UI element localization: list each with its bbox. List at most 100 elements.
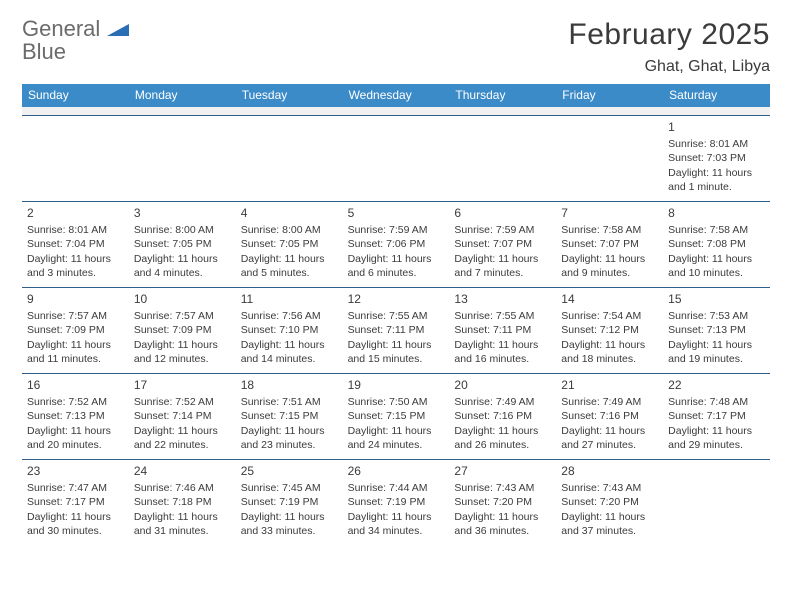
sunrise-text: Sunrise: 7:45 AM [241, 481, 338, 495]
day-number: 15 [668, 291, 765, 307]
daylight2-text: and 22 minutes. [134, 438, 231, 452]
daylight1-text: Daylight: 11 hours [561, 510, 658, 524]
day-cell: 13Sunrise: 7:55 AMSunset: 7:11 PMDayligh… [449, 288, 556, 373]
day-number: 11 [241, 291, 338, 307]
day-cell: 5Sunrise: 7:59 AMSunset: 7:06 PMDaylight… [343, 202, 450, 287]
sunrise-text: Sunrise: 7:54 AM [561, 309, 658, 323]
sunrise-text: Sunrise: 7:55 AM [348, 309, 445, 323]
day-number: 18 [241, 377, 338, 393]
day-number: 8 [668, 205, 765, 221]
weekday-wednesday: Wednesday [343, 84, 450, 107]
daylight1-text: Daylight: 11 hours [668, 424, 765, 438]
brand-logo: General Blue [22, 18, 129, 64]
spacer-row [22, 107, 770, 115]
daylight2-text: and 27 minutes. [561, 438, 658, 452]
daylight2-text: and 29 minutes. [668, 438, 765, 452]
daylight1-text: Daylight: 11 hours [348, 338, 445, 352]
day-cell: 3Sunrise: 8:00 AMSunset: 7:05 PMDaylight… [129, 202, 236, 287]
day-number: 12 [348, 291, 445, 307]
sunrise-text: Sunrise: 8:01 AM [668, 137, 765, 151]
day-cell: 21Sunrise: 7:49 AMSunset: 7:16 PMDayligh… [556, 374, 663, 459]
sunrise-text: Sunrise: 8:00 AM [134, 223, 231, 237]
sunset-text: Sunset: 7:15 PM [348, 409, 445, 423]
daylight1-text: Daylight: 11 hours [668, 338, 765, 352]
daylight1-text: Daylight: 11 hours [561, 338, 658, 352]
daylight1-text: Daylight: 11 hours [241, 252, 338, 266]
daylight2-text: and 9 minutes. [561, 266, 658, 280]
sunrise-text: Sunrise: 7:52 AM [27, 395, 124, 409]
sunset-text: Sunset: 7:14 PM [134, 409, 231, 423]
title-block: February 2025 Ghat, Ghat, Libya [568, 18, 770, 76]
daylight1-text: Daylight: 11 hours [348, 424, 445, 438]
sunrise-text: Sunrise: 7:43 AM [454, 481, 551, 495]
daylight1-text: Daylight: 11 hours [348, 510, 445, 524]
daylight2-text: and 19 minutes. [668, 352, 765, 366]
empty-cell [236, 116, 343, 201]
daylight2-text: and 31 minutes. [134, 524, 231, 538]
sunset-text: Sunset: 7:16 PM [454, 409, 551, 423]
sunset-text: Sunset: 7:13 PM [27, 409, 124, 423]
sunrise-text: Sunrise: 7:43 AM [561, 481, 658, 495]
day-number: 22 [668, 377, 765, 393]
empty-cell [129, 116, 236, 201]
day-cell: 4Sunrise: 8:00 AMSunset: 7:05 PMDaylight… [236, 202, 343, 287]
daylight2-text: and 12 minutes. [134, 352, 231, 366]
daylight1-text: Daylight: 11 hours [454, 424, 551, 438]
daylight2-text: and 15 minutes. [348, 352, 445, 366]
sunset-text: Sunset: 7:18 PM [134, 495, 231, 509]
sunset-text: Sunset: 7:11 PM [348, 323, 445, 337]
top-bar: General Blue February 2025 Ghat, Ghat, L… [22, 18, 770, 76]
sunrise-text: Sunrise: 7:49 AM [561, 395, 658, 409]
day-number: 3 [134, 205, 231, 221]
daylight1-text: Daylight: 11 hours [668, 252, 765, 266]
sunset-text: Sunset: 7:17 PM [668, 409, 765, 423]
sunrise-text: Sunrise: 7:50 AM [348, 395, 445, 409]
sunset-text: Sunset: 7:05 PM [134, 237, 231, 251]
day-cell: 14Sunrise: 7:54 AMSunset: 7:12 PMDayligh… [556, 288, 663, 373]
day-cell: 28 Sunrise: 7:43 AMSunset: 7:20 PMDayligh… [556, 460, 663, 545]
weeks-container: 1Sunrise: 8:01 AMSunset: 7:03 PMDaylight… [22, 115, 770, 545]
empty-cell [22, 116, 129, 201]
week-row: 16 Sunrise: 7:52 AMSunset: 7:13 PM Dayligh… [22, 373, 770, 459]
daylight1-text: Daylight: 11 hours [454, 252, 551, 266]
day-number: 7 [561, 205, 658, 221]
day-number: 17 [134, 377, 231, 393]
week-row: 2Sunrise: 8:01 AMSunset: 7:04 PMDaylight… [22, 201, 770, 287]
sunrise-text: Sunrise: 7:51 AM [241, 395, 338, 409]
day-cell: 11Sunrise: 7:56 AMSunset: 7:10 PMDayligh… [236, 288, 343, 373]
day-number: 28 [561, 463, 658, 479]
day-cell: 2Sunrise: 8:01 AMSunset: 7:04 PMDaylight… [22, 202, 129, 287]
day-cell: 22Sunrise: 7:48 AMSunset: 7:17 PMDayligh… [663, 374, 770, 459]
day-number: 16 [27, 377, 124, 393]
daylight2-text: and 4 minutes. [134, 266, 231, 280]
sunrise-text: Sunrise: 7:59 AM [348, 223, 445, 237]
sunset-text: Sunset: 7:04 PM [27, 237, 124, 251]
daylight2-text: and 34 minutes. [348, 524, 445, 538]
week-row: 23Sunrise: 7:47 AMSunset: 7:17 PMDayligh… [22, 459, 770, 545]
daylight1-text: Daylight: 11 hours [241, 510, 338, 524]
sunset-text: Sunset: 7:10 PM [241, 323, 338, 337]
sunset-text: Sunset: 7:20 PM [561, 495, 658, 509]
daylight1-text: Daylight: 11 hours [134, 510, 231, 524]
day-cell: 27Sunrise: 7:43 AMSunset: 7:20 PMDayligh… [449, 460, 556, 545]
sunset-text: Sunset: 7:17 PM [27, 495, 124, 509]
day-number: 26 [348, 463, 445, 479]
daylight1-text: Daylight: 11 hours [561, 252, 658, 266]
weekday-tuesday: Tuesday [236, 84, 343, 107]
weekday-saturday: Saturday [663, 84, 770, 107]
sunrise-text: Sunrise: 7:47 AM [27, 481, 124, 495]
day-number: 25 [241, 463, 338, 479]
day-cell: 8Sunrise: 7:58 AMSunset: 7:08 PMDaylight… [663, 202, 770, 287]
day-cell: 17Sunrise: 7:52 AMSunset: 7:14 PMDayligh… [129, 374, 236, 459]
sunset-text: Sunset: 7:12 PM [561, 323, 658, 337]
day-cell: 15Sunrise: 7:53 AMSunset: 7:13 PMDayligh… [663, 288, 770, 373]
daylight2-text: and 36 minutes. [454, 524, 551, 538]
day-cell: 19Sunrise: 7:50 AMSunset: 7:15 PMDayligh… [343, 374, 450, 459]
day-number: 27 [454, 463, 551, 479]
empty-cell [449, 116, 556, 201]
sunrise-text: Sunrise: 7:55 AM [454, 309, 551, 323]
day-cell: 1Sunrise: 8:01 AMSunset: 7:03 PMDaylight… [663, 116, 770, 201]
day-cell: 9Sunrise: 7:57 AMSunset: 7:09 PMDaylight… [22, 288, 129, 373]
daylight1-text: Daylight: 11 hours [561, 424, 658, 438]
day-cell: 25Sunrise: 7:45 AMSunset: 7:19 PMDayligh… [236, 460, 343, 545]
